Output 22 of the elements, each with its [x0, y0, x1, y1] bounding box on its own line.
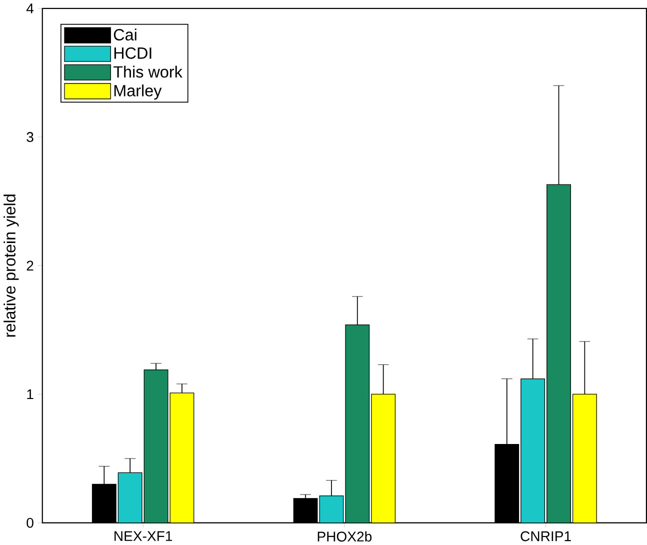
x-tick-label: PHOX2b — [318, 531, 372, 542]
y-axis-title: relative protein yield — [4, 194, 19, 337]
bar — [319, 495, 344, 523]
y-tick-label: 2 — [26, 260, 34, 270]
bar — [118, 472, 142, 523]
y-tick-label: 1 — [27, 389, 34, 399]
y-tick-label: 0 — [26, 518, 34, 528]
bar — [371, 394, 396, 523]
bar — [144, 369, 168, 523]
bar — [345, 324, 370, 523]
bar — [546, 184, 571, 523]
y-tick-label: 4 — [26, 4, 34, 14]
bar — [520, 378, 546, 523]
bar — [170, 392, 194, 523]
y-tick-label: 3 — [26, 132, 34, 142]
legend-label: This work — [113, 66, 182, 78]
legend-label: HCDI — [114, 47, 152, 59]
x-tick-label: NEX-XF1 — [114, 531, 172, 541]
x-tick-label: CNRIP1 — [520, 531, 571, 542]
legend-label: Marley — [114, 84, 162, 100]
legend-label: Cai — [114, 28, 136, 40]
bar — [572, 394, 597, 523]
